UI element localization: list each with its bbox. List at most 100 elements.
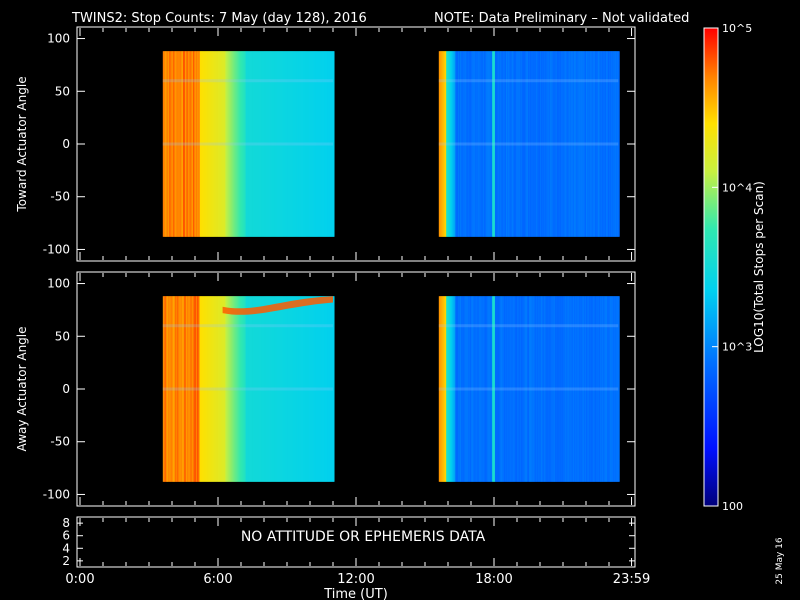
heat-cell	[162, 296, 165, 482]
heat-cell	[472, 296, 475, 482]
heat-cell	[206, 296, 208, 482]
heat-cell	[531, 51, 534, 237]
heat-cell	[486, 51, 489, 237]
heat-cell	[219, 296, 222, 482]
heat-cell	[537, 51, 539, 237]
heat-cell	[218, 51, 220, 237]
heat-cell	[264, 296, 267, 482]
heat-cell	[608, 51, 610, 237]
heat-cell	[302, 296, 305, 482]
heat-cell	[563, 296, 565, 482]
heat-cell	[478, 51, 480, 237]
heat-cell	[267, 51, 270, 237]
heat-cell	[319, 51, 321, 237]
heat-cell	[211, 296, 214, 482]
heat-cell	[245, 51, 248, 237]
heat-cell	[483, 296, 486, 482]
heat-cell	[169, 296, 171, 482]
heat-cell	[604, 51, 606, 237]
heat-cell	[201, 51, 203, 237]
heat-cell	[449, 296, 452, 482]
heat-cell	[212, 51, 214, 237]
heat-cell	[540, 296, 543, 482]
heat-cell	[218, 51, 221, 237]
heat-cell	[548, 51, 550, 237]
heat-cell	[201, 296, 203, 482]
heat-cell	[545, 296, 548, 482]
heat-cell	[183, 51, 185, 237]
heat-cell	[234, 296, 237, 482]
heat-cell	[278, 51, 281, 237]
heat-cell	[555, 296, 558, 482]
heat-cell	[269, 51, 272, 237]
heat-cell	[192, 51, 194, 237]
heat-cell	[563, 51, 566, 237]
heat-cell	[581, 51, 583, 237]
heat-cell	[269, 296, 272, 482]
heat-cell	[177, 296, 180, 482]
heat-cell	[461, 51, 464, 237]
heat-cell	[458, 296, 460, 482]
heat-cell	[453, 296, 456, 482]
heat-cell	[486, 296, 489, 482]
heat-cell	[181, 51, 183, 237]
heat-cell	[603, 296, 605, 482]
heat-cell	[597, 51, 600, 237]
heat-cell	[496, 296, 499, 482]
heat-cell	[195, 296, 197, 482]
heat-cell	[247, 296, 249, 482]
away-y-axis: 100 50 0 -50 -100	[43, 277, 635, 501]
heat-cell	[285, 296, 287, 482]
heat-cell	[578, 296, 581, 482]
heat-cell	[282, 296, 284, 482]
heat-cell	[558, 296, 560, 482]
heat-cell	[515, 51, 517, 237]
heat-cell	[476, 51, 479, 237]
heat-cell	[586, 296, 588, 482]
heat-cell	[605, 296, 607, 482]
heat-cell	[287, 51, 289, 237]
angle-band	[438, 79, 619, 83]
heat-cell	[617, 51, 619, 237]
heat-cell	[482, 51, 484, 237]
heat-cell	[276, 51, 279, 237]
heat-cell	[288, 296, 291, 482]
heat-cell	[217, 51, 219, 237]
heat-cell	[553, 51, 556, 237]
heat-cell	[241, 51, 244, 237]
heat-cell	[291, 296, 294, 482]
heat-cell	[456, 51, 458, 237]
heat-cell	[271, 296, 273, 482]
heat-cell	[178, 296, 180, 482]
heat-cell	[176, 296, 179, 482]
heat-cell	[462, 51, 465, 237]
heat-cell	[237, 296, 239, 482]
heat-cell	[313, 51, 316, 237]
heat-cell	[231, 296, 234, 482]
heat-cell	[310, 296, 313, 482]
heat-cell	[485, 296, 488, 482]
heat-cell	[611, 51, 614, 237]
heat-cell	[267, 296, 270, 482]
heat-cell	[574, 51, 577, 237]
heat-cell	[491, 51, 493, 237]
heat-cell	[175, 51, 178, 237]
heat-cell	[464, 51, 467, 237]
heat-cell	[242, 51, 245, 237]
heat-cell	[180, 296, 182, 482]
heat-cell	[164, 296, 167, 482]
heat-cell	[505, 51, 508, 237]
heat-cell	[603, 51, 605, 237]
heat-cell	[616, 51, 618, 237]
angle-band	[438, 387, 619, 391]
heat-cell	[602, 51, 605, 237]
heat-cell	[323, 296, 326, 482]
heat-cell	[536, 51, 538, 237]
heat-cell	[253, 296, 256, 482]
heat-cell	[306, 51, 308, 237]
y-tick-label: 6	[62, 529, 70, 543]
heat-cell	[573, 51, 575, 237]
heat-cell	[556, 296, 559, 482]
heat-cell	[203, 51, 205, 237]
heat-cell	[183, 51, 186, 237]
